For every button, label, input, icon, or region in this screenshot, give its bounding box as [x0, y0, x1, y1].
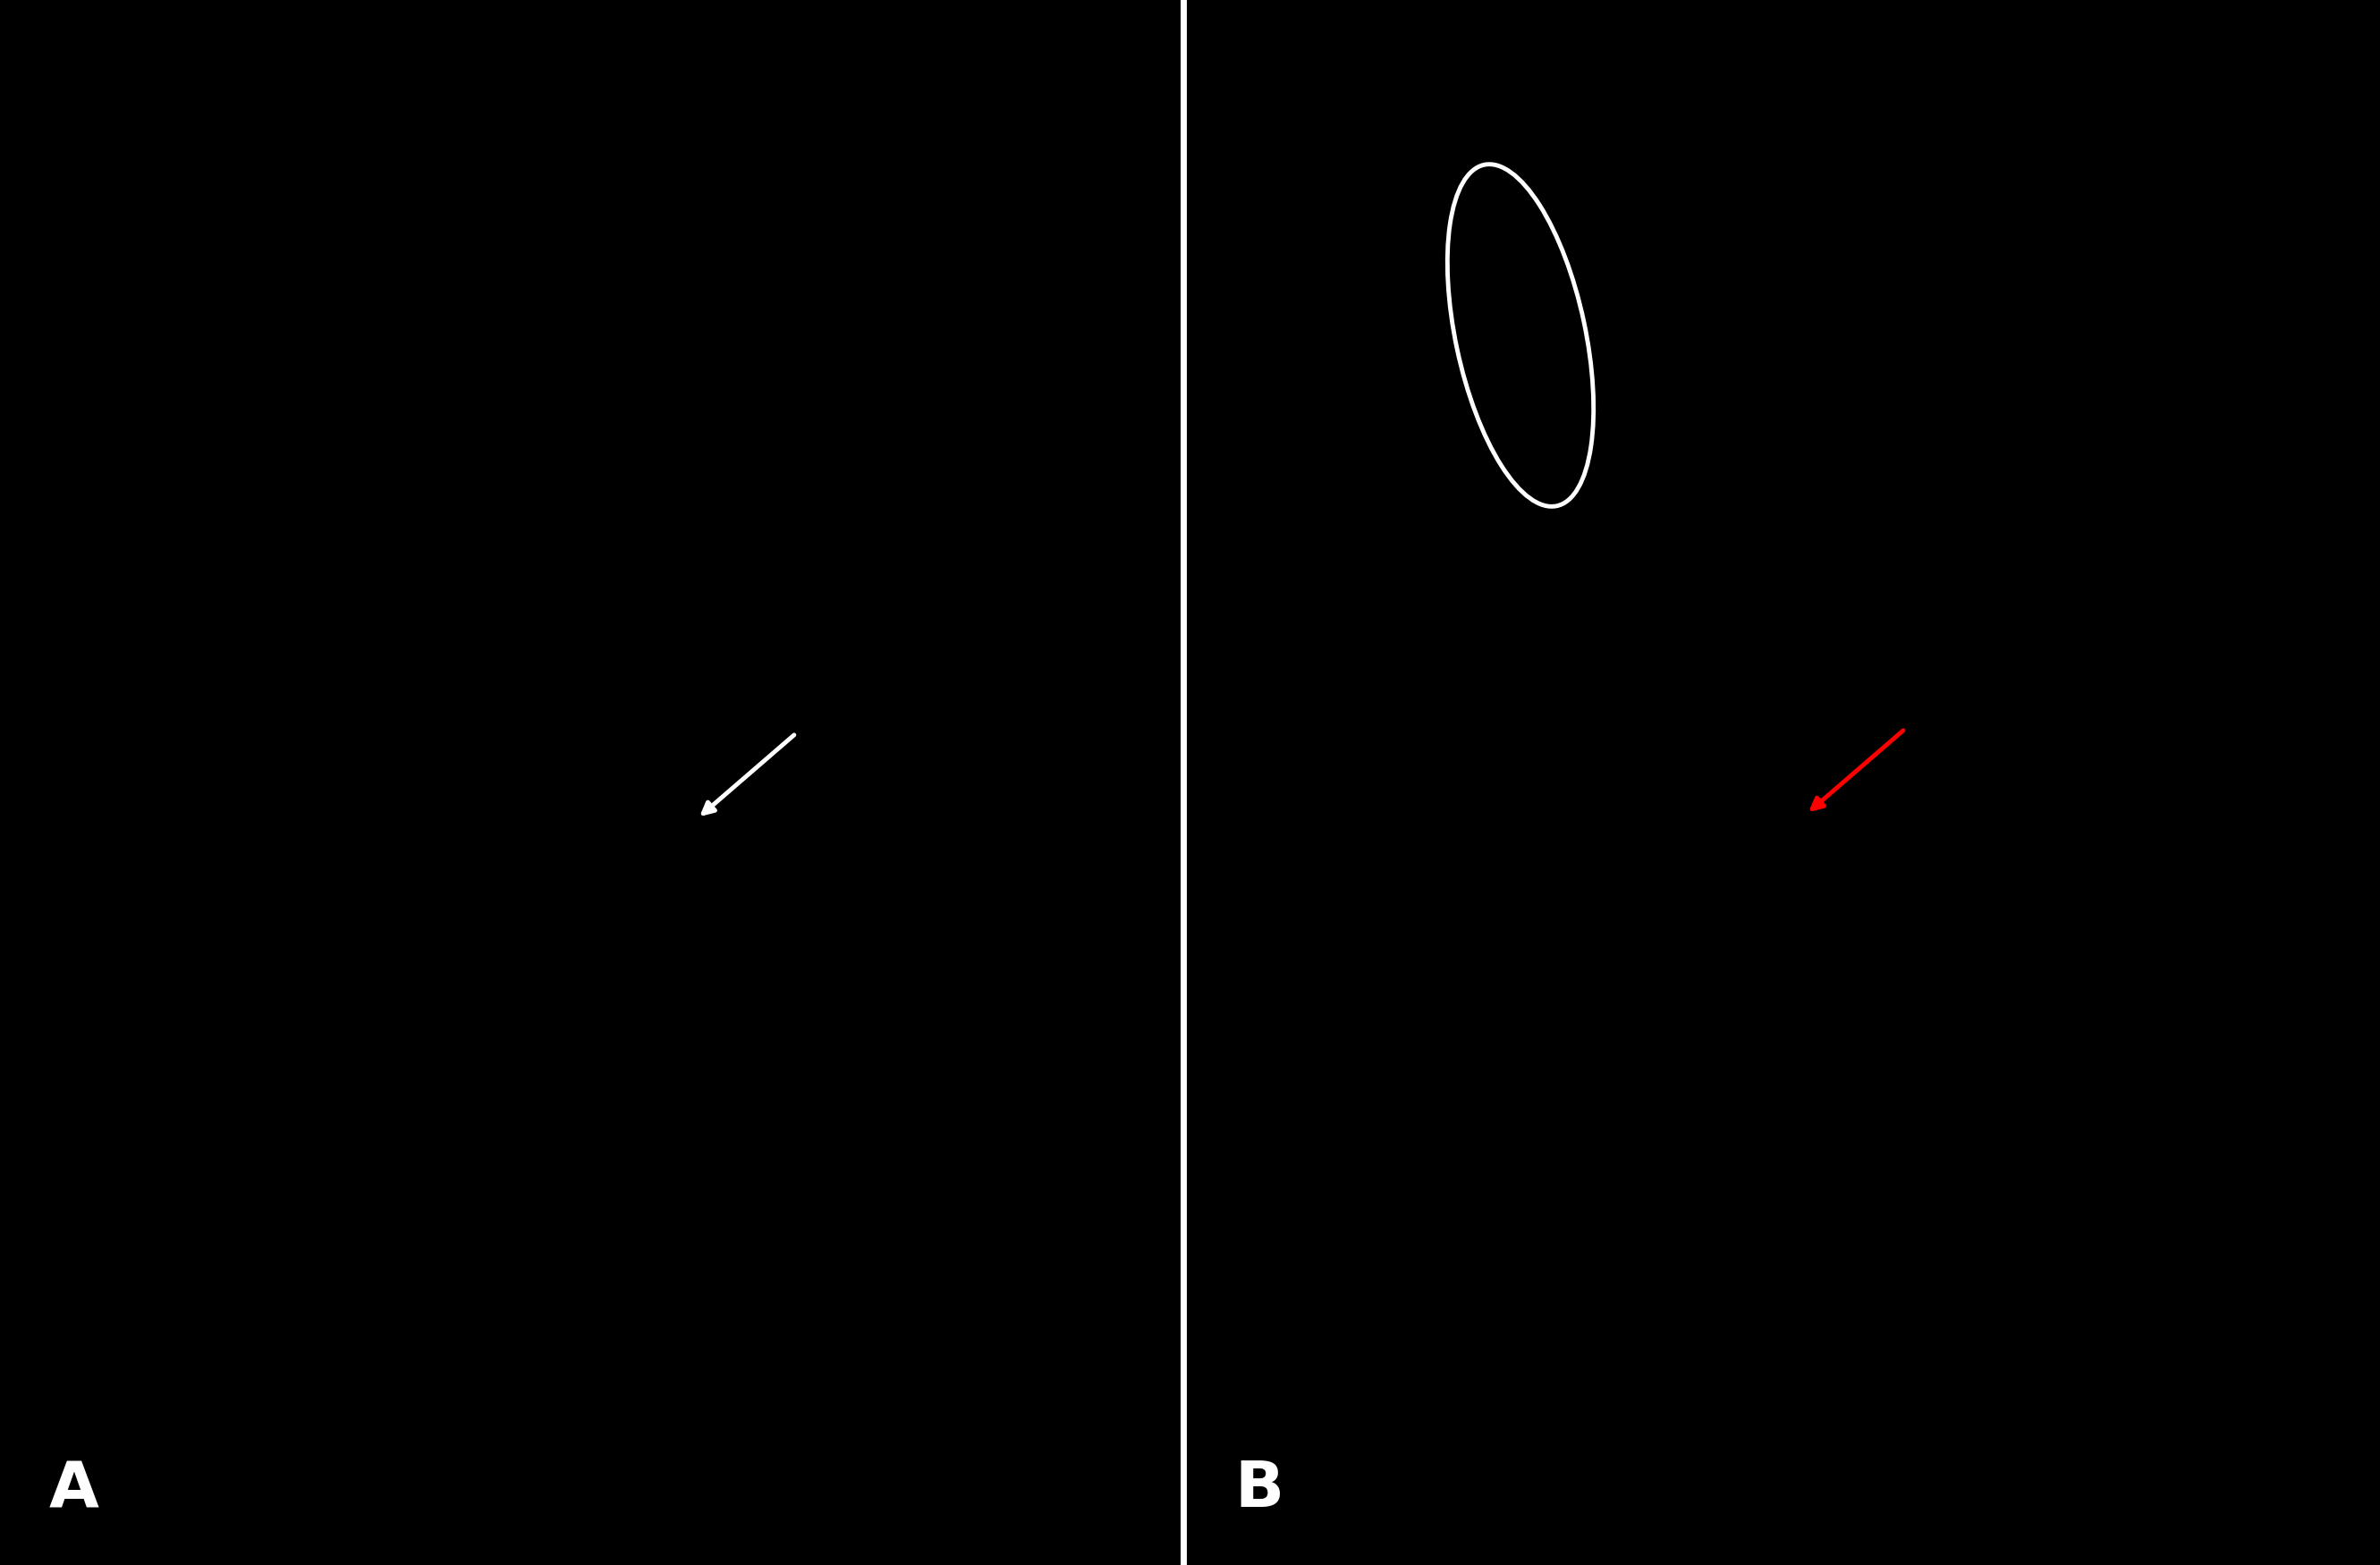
Text: B: B — [1235, 1459, 1283, 1520]
Text: A: A — [50, 1459, 100, 1520]
